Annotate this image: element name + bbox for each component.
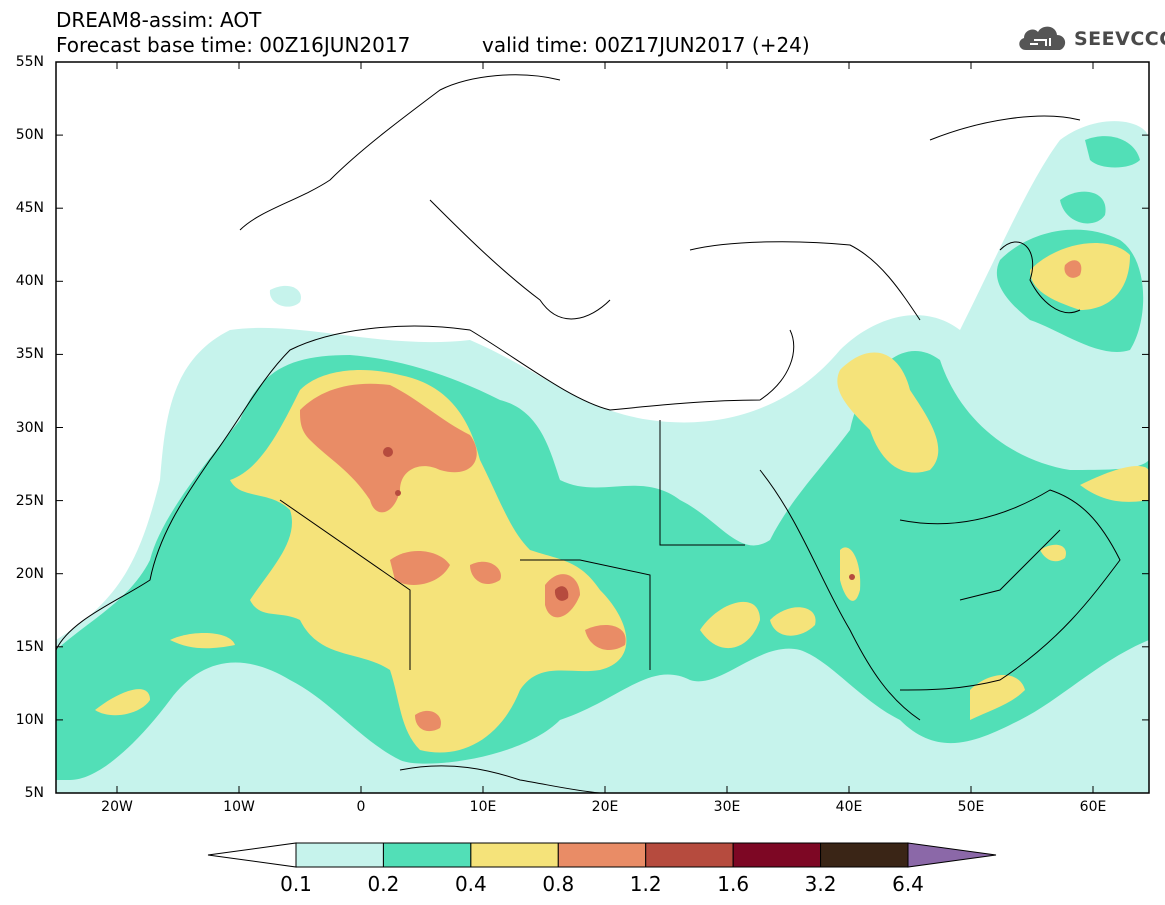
lat-tick-label: 40N [15, 273, 44, 290]
lat-tick-label: 20N [15, 565, 44, 582]
colorbar-label: 0.4 [454, 872, 487, 896]
lat-tick-label: 45N [15, 200, 44, 217]
colorbar-box [470, 842, 559, 868]
colorbar-label: 1.2 [629, 872, 662, 896]
lon-tick-label: 10E [469, 799, 497, 815]
colorbar-label: 3.2 [804, 872, 837, 896]
colorbar-box [557, 842, 647, 868]
lon-tick-label: 20E [591, 799, 619, 815]
colorbar-box [295, 842, 384, 868]
colorbar-label: 6.4 [892, 872, 924, 896]
colorbar-box [382, 842, 472, 868]
axis-ticks [56, 61, 1149, 794]
colorbar-under-triangle [207, 842, 297, 868]
colorbar-label: 0.2 [367, 872, 400, 896]
colorbar-over-triangle [907, 842, 997, 868]
aot-band-1-2 [383, 447, 855, 601]
colorbar-label: 0.1 [280, 872, 312, 896]
lat-tick-label: 5N [24, 785, 44, 801]
lat-tick-label: 25N [15, 492, 44, 509]
colorbar-box [820, 842, 909, 868]
coastlines [56, 74, 1121, 793]
colorbar [207, 842, 997, 868]
lon-tick-label: 0 [356, 799, 366, 815]
lon-tick-label: 60E [1079, 799, 1107, 815]
lon-tick-label: 50E [957, 799, 985, 815]
colorbar-box [645, 842, 734, 868]
lon-tick-label: 20W [101, 799, 133, 815]
colorbar-box [732, 842, 822, 868]
lat-tick-label: 50N [15, 127, 44, 144]
lon-tick-label: 10W [223, 799, 255, 815]
forecast-base-time: Forecast base time: 00Z16JUN2017 [56, 33, 411, 57]
cloud-icon [1019, 26, 1066, 50]
colorbar-label: 1.6 [717, 872, 750, 896]
lat-tick-label: 55N [15, 54, 44, 70]
lat-tick-label: 30N [15, 419, 44, 436]
valid-time: valid time: 00Z17JUN2017 (+24) [482, 33, 810, 57]
lat-tick-label: 10N [15, 711, 44, 728]
logo-text: SEEVCCC [1074, 28, 1165, 50]
lat-tick-label: 35N [15, 346, 44, 363]
seevccc-logo: SEEVCCC [1016, 22, 1165, 58]
lon-tick-label: 40E [835, 799, 863, 815]
lat-tick-label: 15N [15, 638, 44, 655]
colorbar-label: 0.8 [542, 872, 575, 896]
lon-tick-label: 30E [713, 799, 741, 815]
map-title: DREAM8-assim: AOT [56, 8, 262, 32]
